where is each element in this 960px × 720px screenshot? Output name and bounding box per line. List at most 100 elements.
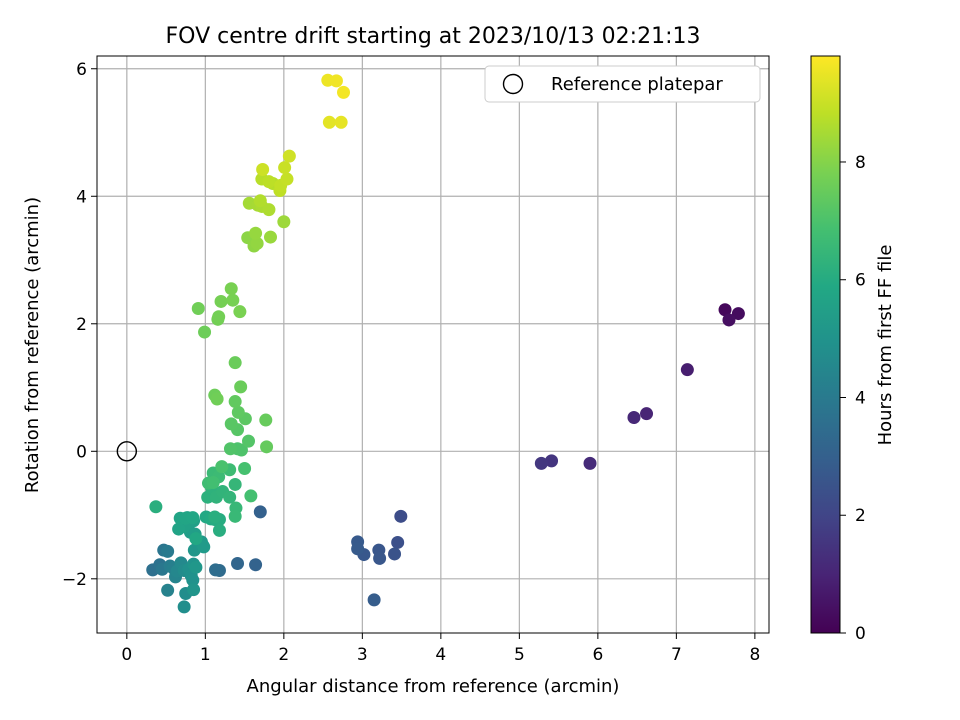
x-tick-label: 1 (200, 645, 211, 665)
legend-label: Reference platepar (551, 74, 723, 95)
grid-lines (97, 56, 769, 633)
data-point (228, 395, 242, 409)
legend-marker-icon (502, 73, 524, 95)
x-axis-ticks: 0 1 2 3 4 5 6 7 8 (121, 633, 760, 665)
data-point (212, 310, 226, 324)
data-point (197, 540, 211, 554)
y-axis-ticks: −2 0 2 4 6 (62, 60, 97, 590)
data-point (231, 557, 245, 571)
data-point (224, 417, 238, 431)
data-point (249, 558, 263, 572)
data-point (282, 149, 296, 163)
x-tick-label: 7 (671, 645, 682, 665)
x-tick-label: 8 (749, 645, 760, 665)
data-point (189, 560, 203, 574)
colorbar-tick-label: 8 (855, 153, 866, 173)
data-point (238, 462, 252, 476)
data-point (263, 230, 277, 244)
data-point (640, 407, 654, 421)
data-point (718, 303, 732, 317)
data-point (214, 294, 228, 308)
data-point (149, 500, 163, 514)
y-tick-label: 0 (76, 442, 87, 462)
data-point (334, 115, 348, 129)
data-point (198, 325, 212, 339)
data-point (250, 236, 264, 250)
data-point (242, 434, 256, 448)
data-point (731, 307, 745, 321)
colorbar-tick-label: 6 (855, 271, 866, 291)
data-point (228, 356, 242, 370)
data-point (391, 535, 405, 549)
data-point (244, 489, 258, 503)
data-point (680, 363, 694, 377)
data-point (249, 226, 263, 240)
data-point (226, 293, 240, 307)
data-point (234, 380, 248, 394)
data-point (191, 301, 205, 315)
x-tick-label: 3 (357, 645, 368, 665)
x-tick-label: 6 (592, 645, 603, 665)
plot-frame (96, 55, 770, 634)
data-point (224, 282, 238, 296)
data-point (189, 532, 203, 546)
data-point (351, 542, 365, 556)
colorbar: 0 2 4 6 8 Hours from first FF file (810, 55, 896, 644)
reference-point (116, 441, 138, 462)
legend-box (484, 65, 761, 103)
data-point (280, 172, 294, 186)
x-axis-label: Angular distance from reference (arcmin) (247, 676, 620, 697)
data-point (210, 392, 224, 406)
data-point (172, 522, 186, 536)
y-tick-label: 4 (76, 187, 87, 207)
legend: Reference platepar (484, 65, 761, 103)
colorbar-ticks: 0 2 4 6 8 (840, 153, 866, 644)
data-point (253, 194, 267, 208)
data-point (231, 405, 245, 419)
colorbar-gradient (810, 55, 841, 634)
data-point (373, 551, 387, 565)
colorbar-tick-label: 0 (855, 624, 866, 644)
data-point (534, 456, 548, 470)
chart-title: FOV centre drift starting at 2023/10/13 … (166, 24, 701, 49)
data-point (394, 509, 408, 523)
data-point (262, 175, 276, 189)
data-point (277, 215, 291, 229)
data-point (583, 456, 597, 470)
x-tick-label: 2 (278, 645, 289, 665)
data-point (228, 477, 242, 491)
data-point (209, 563, 223, 577)
data-point (388, 547, 402, 561)
data-point (208, 510, 222, 524)
colorbar-tick-label: 4 (855, 388, 866, 408)
data-point (278, 161, 292, 175)
data-point (228, 509, 242, 523)
data-point (627, 411, 641, 425)
data-point (223, 490, 237, 504)
x-tick-label: 4 (435, 645, 446, 665)
plot-area (97, 56, 769, 633)
data-point (260, 440, 274, 454)
data-point (177, 600, 191, 614)
data-point (322, 115, 336, 129)
data-point (161, 583, 175, 597)
data-point (259, 413, 273, 427)
x-tick-label: 5 (514, 645, 525, 665)
data-point (233, 305, 247, 319)
data-point (545, 454, 559, 468)
data-point (337, 85, 351, 99)
data-point (253, 505, 267, 519)
data-point (186, 511, 200, 525)
x-tick-label: 0 (121, 645, 132, 665)
data-point (161, 544, 175, 558)
data-point (206, 476, 220, 490)
y-axis-label: Rotation from reference (arcmin) (22, 197, 43, 493)
data-point (722, 313, 736, 327)
y-tick-label: 2 (76, 315, 87, 335)
colorbar-tick-label: 2 (855, 506, 866, 526)
data-points (146, 73, 745, 614)
data-point (262, 203, 276, 217)
data-point (223, 442, 237, 456)
colorbar-label: Hours from first FF file (875, 245, 896, 446)
